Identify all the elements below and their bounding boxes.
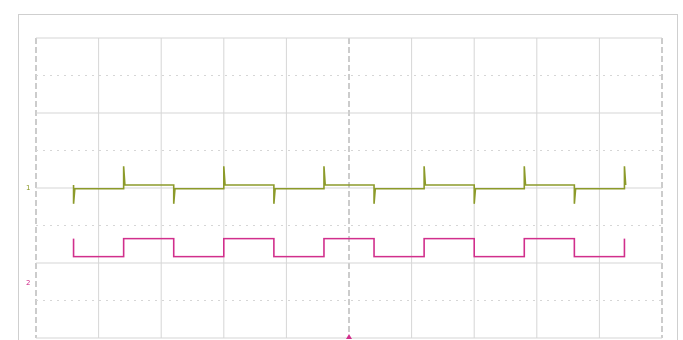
waveform-layer: 12	[26, 166, 627, 339]
channel-1-marker: 1	[26, 184, 30, 192]
graticule	[35, 37, 663, 339]
channel-2-marker: 2	[26, 279, 30, 287]
series-1-trace	[72, 166, 627, 204]
series-2-trace	[72, 237, 626, 258]
scope-frame	[18, 14, 678, 340]
trigger-marker	[346, 334, 352, 339]
